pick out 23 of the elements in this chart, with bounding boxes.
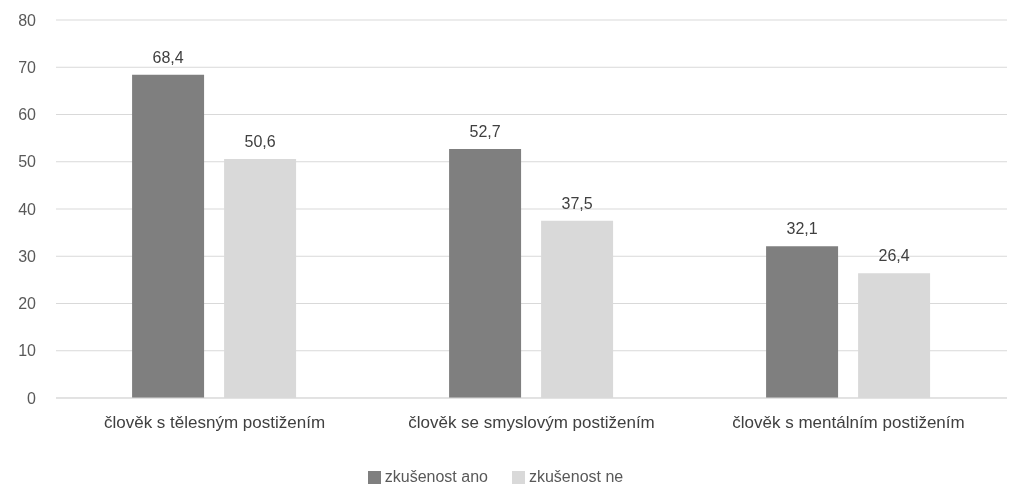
legend-label: zkušenost ne	[528, 468, 624, 485]
y-tick-label: 20	[18, 295, 37, 313]
data-label: 32,1	[786, 220, 818, 238]
bar	[766, 246, 839, 398]
bar	[132, 74, 205, 398]
y-tick-label: 10	[18, 342, 37, 360]
legend-label: zkušenost ano	[384, 468, 488, 485]
y-tick-label: 0	[27, 389, 37, 407]
data-label: 68,4	[152, 48, 184, 66]
x-tick-label: člověk s mentálním postižením	[732, 413, 965, 433]
data-label: 26,4	[878, 247, 910, 265]
y-tick-label: 50	[18, 153, 37, 171]
data-label: 52,7	[469, 122, 501, 140]
y-tick-label: 30	[18, 247, 37, 265]
bar	[449, 148, 522, 398]
data-label: 37,5	[561, 194, 593, 212]
x-tick-label: člověk s tělesným postižením	[103, 413, 326, 433]
x-tick-label: člověk se smyslovým postižením	[408, 413, 655, 433]
data-label: 50,6	[244, 132, 276, 150]
y-tick-label: 70	[18, 58, 37, 76]
y-tick-label: 40	[18, 200, 37, 218]
y-tick-label: 80	[18, 11, 37, 29]
y-tick-label: 60	[18, 106, 37, 124]
